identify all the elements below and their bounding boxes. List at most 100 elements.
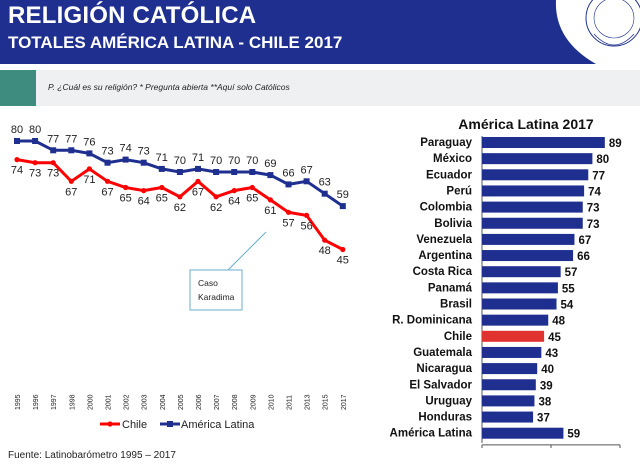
america-latina-point	[104, 159, 111, 166]
chile-point	[32, 160, 38, 166]
bar-category-label: Nicaragua	[416, 363, 472, 375]
bar-category-label: R. Dominicana	[392, 315, 472, 327]
america-latina-point	[68, 147, 75, 154]
x-tick-label: 2004	[160, 394, 167, 410]
bar-category-label: Costa Rica	[413, 266, 473, 278]
accent-block	[0, 70, 36, 106]
annotation-text: Caso	[198, 278, 218, 288]
chile-point	[50, 160, 56, 166]
bar	[482, 153, 593, 165]
data-label: 66	[282, 167, 294, 179]
bar	[482, 427, 564, 439]
chile-point	[177, 194, 183, 200]
chile-point	[213, 194, 219, 200]
bar-value-label: 48	[552, 316, 565, 328]
bar-category-label: Perú	[446, 185, 472, 197]
data-label: 45	[337, 255, 349, 267]
x-tick-label: 2005	[178, 394, 185, 410]
data-label: 61	[264, 205, 276, 217]
bar-category-label: América Latina	[390, 428, 473, 440]
chile-point	[340, 246, 346, 253]
bar-category-label: Honduras	[418, 412, 472, 424]
x-tick-label: 2003	[142, 394, 149, 410]
x-tick-label: 1995	[15, 394, 22, 410]
chile-point	[86, 166, 92, 172]
x-tick-label: 2009	[250, 394, 257, 410]
legend-chile-label: Chile	[122, 419, 147, 431]
america-latina-point	[195, 165, 201, 172]
x-tick-label: 2007	[214, 394, 221, 410]
bar	[482, 266, 561, 278]
bar	[482, 250, 574, 262]
bar-chart-title: América Latina 2017	[458, 116, 594, 132]
x-tick-label: 2006	[196, 394, 203, 410]
data-label: 70	[228, 155, 240, 167]
bar-value-label: 55	[562, 283, 575, 295]
america-latina-point	[158, 165, 165, 172]
bar-value-label: 43	[545, 348, 558, 360]
bar-value-label: 74	[588, 186, 601, 198]
bar-value-label: 38	[538, 396, 551, 408]
data-label: 64	[228, 196, 240, 208]
america-latina-point	[50, 147, 57, 154]
data-label: 80	[29, 124, 41, 136]
bar-category-label: Brasil	[440, 299, 472, 311]
chile-point	[159, 184, 165, 191]
data-label: 65	[246, 193, 258, 205]
page-subtitle: TOTALES AMÉRICA LATINA - CHILE 2017	[8, 33, 343, 52]
data-label: 63	[319, 177, 331, 189]
data-label: 80	[11, 124, 23, 136]
bar	[482, 233, 575, 245]
bar-value-label: 39	[540, 380, 553, 392]
bar-value-label: 57	[565, 267, 578, 279]
data-label: 73	[101, 146, 113, 158]
bar-value-label: 77	[592, 170, 605, 182]
america-latina-point	[86, 150, 93, 157]
source-note: Fuente: Latinobarómetro 1995 – 2017	[8, 450, 176, 461]
chile-point	[231, 188, 237, 194]
chile-point	[68, 178, 74, 184]
america-latina-point	[213, 169, 220, 175]
bar	[482, 379, 536, 391]
chile-point	[14, 157, 20, 163]
america-latina-point	[14, 138, 20, 144]
data-label: 73	[29, 168, 41, 180]
bar-category-label: Paraguay	[420, 137, 472, 149]
legend-al-marker	[167, 421, 173, 427]
x-tick-label: 2010	[268, 394, 275, 410]
x-tick-label: 2011	[287, 395, 294, 410]
data-label: 62	[210, 202, 222, 214]
bar	[482, 346, 542, 358]
bar-value-label: 80	[596, 154, 609, 166]
bar-category-label: Venezuela	[416, 234, 472, 246]
data-label: 67	[192, 186, 204, 198]
bar-value-label: 45	[548, 332, 561, 344]
america-latina-point	[321, 190, 328, 197]
bar	[482, 411, 534, 423]
chile-point	[195, 178, 201, 184]
x-tick-label: 2000	[87, 394, 94, 410]
legend-al-label: América Latina	[181, 419, 255, 431]
america-latina-point	[32, 138, 39, 144]
chile-point	[141, 188, 147, 194]
data-label: 59	[337, 189, 349, 201]
chile-point	[267, 197, 273, 203]
data-label: 70	[246, 155, 258, 167]
bar-value-label: 54	[561, 300, 574, 312]
data-label: 48	[319, 245, 331, 257]
america-latina-point	[303, 178, 310, 185]
data-label: 71	[83, 174, 95, 186]
bar	[482, 185, 585, 197]
data-label: 71	[192, 152, 204, 164]
data-label: 71	[156, 152, 168, 164]
charts-area: 74 73 73 67 71 67 65 64 65 62 67 62 64 65 61 57 56 48 45 80…	[11, 116, 622, 448]
data-label: 69	[264, 158, 276, 170]
bar-category-label: Ecuador	[426, 169, 473, 181]
line-chart: 74 73 73 67 71 67 65 64 65 62 67 62 64 65 61 57 56 48 45 80…	[11, 124, 349, 431]
bar-value-label: 40	[541, 364, 554, 376]
x-tick-label: 2002	[124, 394, 131, 410]
data-label: 57	[282, 217, 294, 229]
bar	[482, 137, 605, 148]
bar	[482, 201, 583, 213]
x-tick-label: 2015	[323, 394, 330, 410]
